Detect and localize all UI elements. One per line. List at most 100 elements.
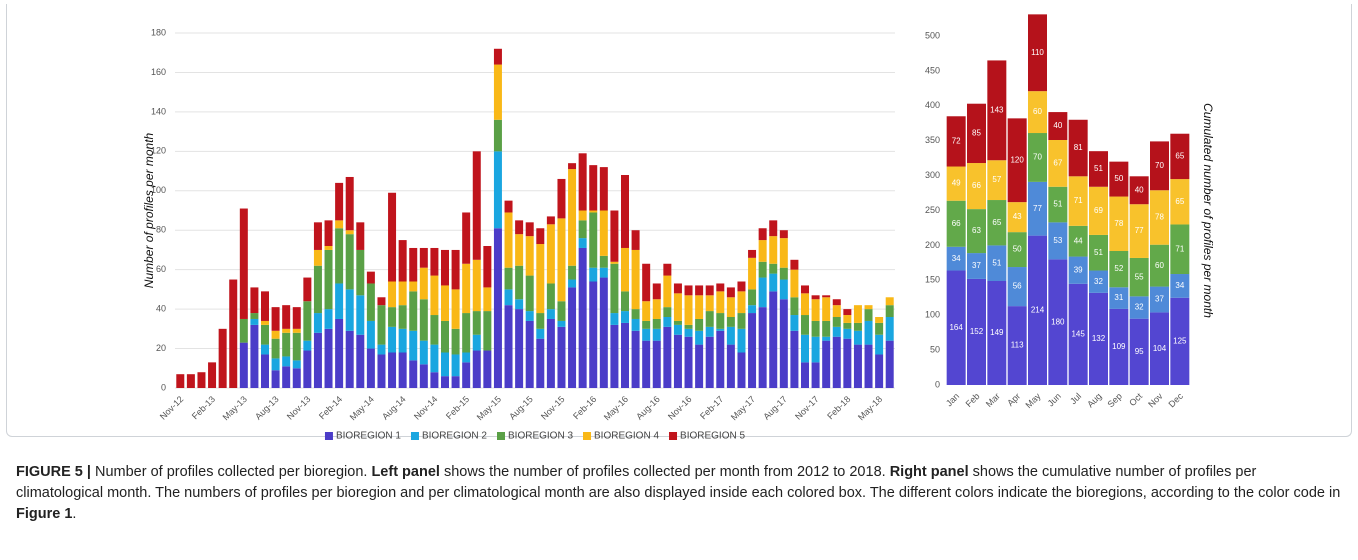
bar-segment [673, 283, 682, 294]
bar-segment [250, 313, 259, 319]
bar-segment [441, 285, 449, 321]
bar-segment [758, 228, 767, 241]
bar-segment [1089, 270, 1108, 293]
bar-segment [987, 160, 1007, 201]
bar-segment [673, 320, 682, 325]
bar-segment [250, 318, 259, 325]
bar-segment [313, 313, 322, 333]
x-tick-label: May [1023, 391, 1042, 410]
bar-segment [419, 364, 428, 388]
bar-segment [536, 228, 545, 245]
bar-segment [779, 299, 788, 388]
bar-segment [684, 336, 693, 388]
bar-segment [875, 322, 884, 335]
bar-segment [261, 354, 269, 388]
bar-segment [1129, 257, 1149, 297]
bar-segment [546, 309, 555, 319]
bar-segment [748, 305, 757, 314]
value-label: 49 [952, 179, 961, 188]
x-tick-label: Feb-17 [698, 394, 725, 421]
bar-segment [451, 328, 460, 355]
bar-segment [377, 344, 386, 355]
bar-segment [695, 330, 704, 345]
bar-segment [356, 295, 365, 335]
bar-segment [811, 336, 820, 363]
bar-segment [1048, 259, 1068, 385]
bar-segment [557, 178, 566, 219]
bar-segment [790, 315, 799, 331]
bar-segment [282, 305, 291, 329]
legend-swatch [583, 432, 592, 440]
bar-segment [525, 275, 534, 312]
bar-segment [737, 281, 746, 292]
bar-segment [769, 273, 778, 292]
bar-segment [430, 315, 439, 345]
bar-segment [853, 322, 862, 331]
bar-segment [1170, 133, 1190, 180]
caption-bold: Figure 1 [16, 506, 73, 522]
bar-segment [1089, 151, 1108, 187]
x-tick-label: Aug [1085, 391, 1103, 409]
bar-segment [419, 267, 428, 300]
bar-segment [409, 330, 418, 361]
bar-segment [684, 324, 693, 329]
bar-segment [462, 263, 471, 314]
bar-segment [557, 301, 566, 321]
x-tick-label: Feb-14 [317, 394, 344, 421]
bar-segment [1089, 234, 1108, 271]
bar-segment [748, 257, 757, 290]
value-label: 32 [1135, 303, 1144, 312]
x-tick-label: Feb-16 [571, 394, 598, 421]
bar-segment [822, 336, 831, 341]
bar-segment [515, 234, 524, 266]
value-label: 56 [1013, 282, 1022, 291]
bar-segment [409, 281, 418, 292]
bar-segment [779, 230, 788, 239]
bar-segment [536, 313, 545, 329]
x-tick-label: May-17 [729, 394, 757, 422]
value-label: 78 [1114, 219, 1123, 228]
bar-segment [409, 247, 418, 282]
bar-segment [292, 307, 301, 329]
bar-segment [663, 326, 672, 388]
axis-title: Number of profiles per month [142, 132, 156, 288]
bar-segment [758, 277, 767, 308]
bar-segment [324, 249, 333, 310]
bar-segment [967, 278, 986, 385]
value-label: 149 [990, 328, 1004, 337]
x-tick-label: Nov-15 [539, 394, 567, 422]
bar-segment [642, 320, 651, 329]
x-tick-label: Jul [1068, 391, 1083, 406]
x-tick-label: Jun [1046, 391, 1063, 408]
value-label: 65 [1175, 152, 1184, 161]
bar-segment [504, 267, 513, 290]
value-label: 66 [972, 181, 981, 190]
bar-segment [631, 330, 640, 388]
bar-segment [388, 281, 397, 308]
bar-segment [610, 324, 619, 388]
bar-segment [229, 279, 238, 388]
bar-segment [536, 244, 545, 314]
bar-segment [1028, 181, 1047, 236]
bar-segment [313, 332, 322, 388]
bar-segment [525, 222, 534, 237]
bar-segment [695, 285, 704, 296]
bar-segment [472, 311, 481, 335]
bar-segment [313, 222, 322, 250]
bar-segment [589, 267, 598, 282]
bar-segment [705, 326, 714, 337]
x-tick-label: Oct [1127, 391, 1144, 408]
legend-label: BIOREGION 5 [680, 431, 745, 442]
bar-segment [663, 263, 672, 276]
bar-segment [546, 318, 555, 388]
bar-segment [441, 320, 449, 353]
bar-segment [324, 220, 333, 246]
bar-segment [716, 283, 725, 292]
x-tick-label: Nov-14 [412, 394, 440, 422]
bar-segment [515, 309, 524, 388]
value-label: 120 [1010, 155, 1024, 164]
bar-segment [377, 354, 386, 388]
bar-segment [324, 246, 333, 250]
bar-segment [967, 163, 986, 210]
bar-segment [684, 295, 693, 325]
